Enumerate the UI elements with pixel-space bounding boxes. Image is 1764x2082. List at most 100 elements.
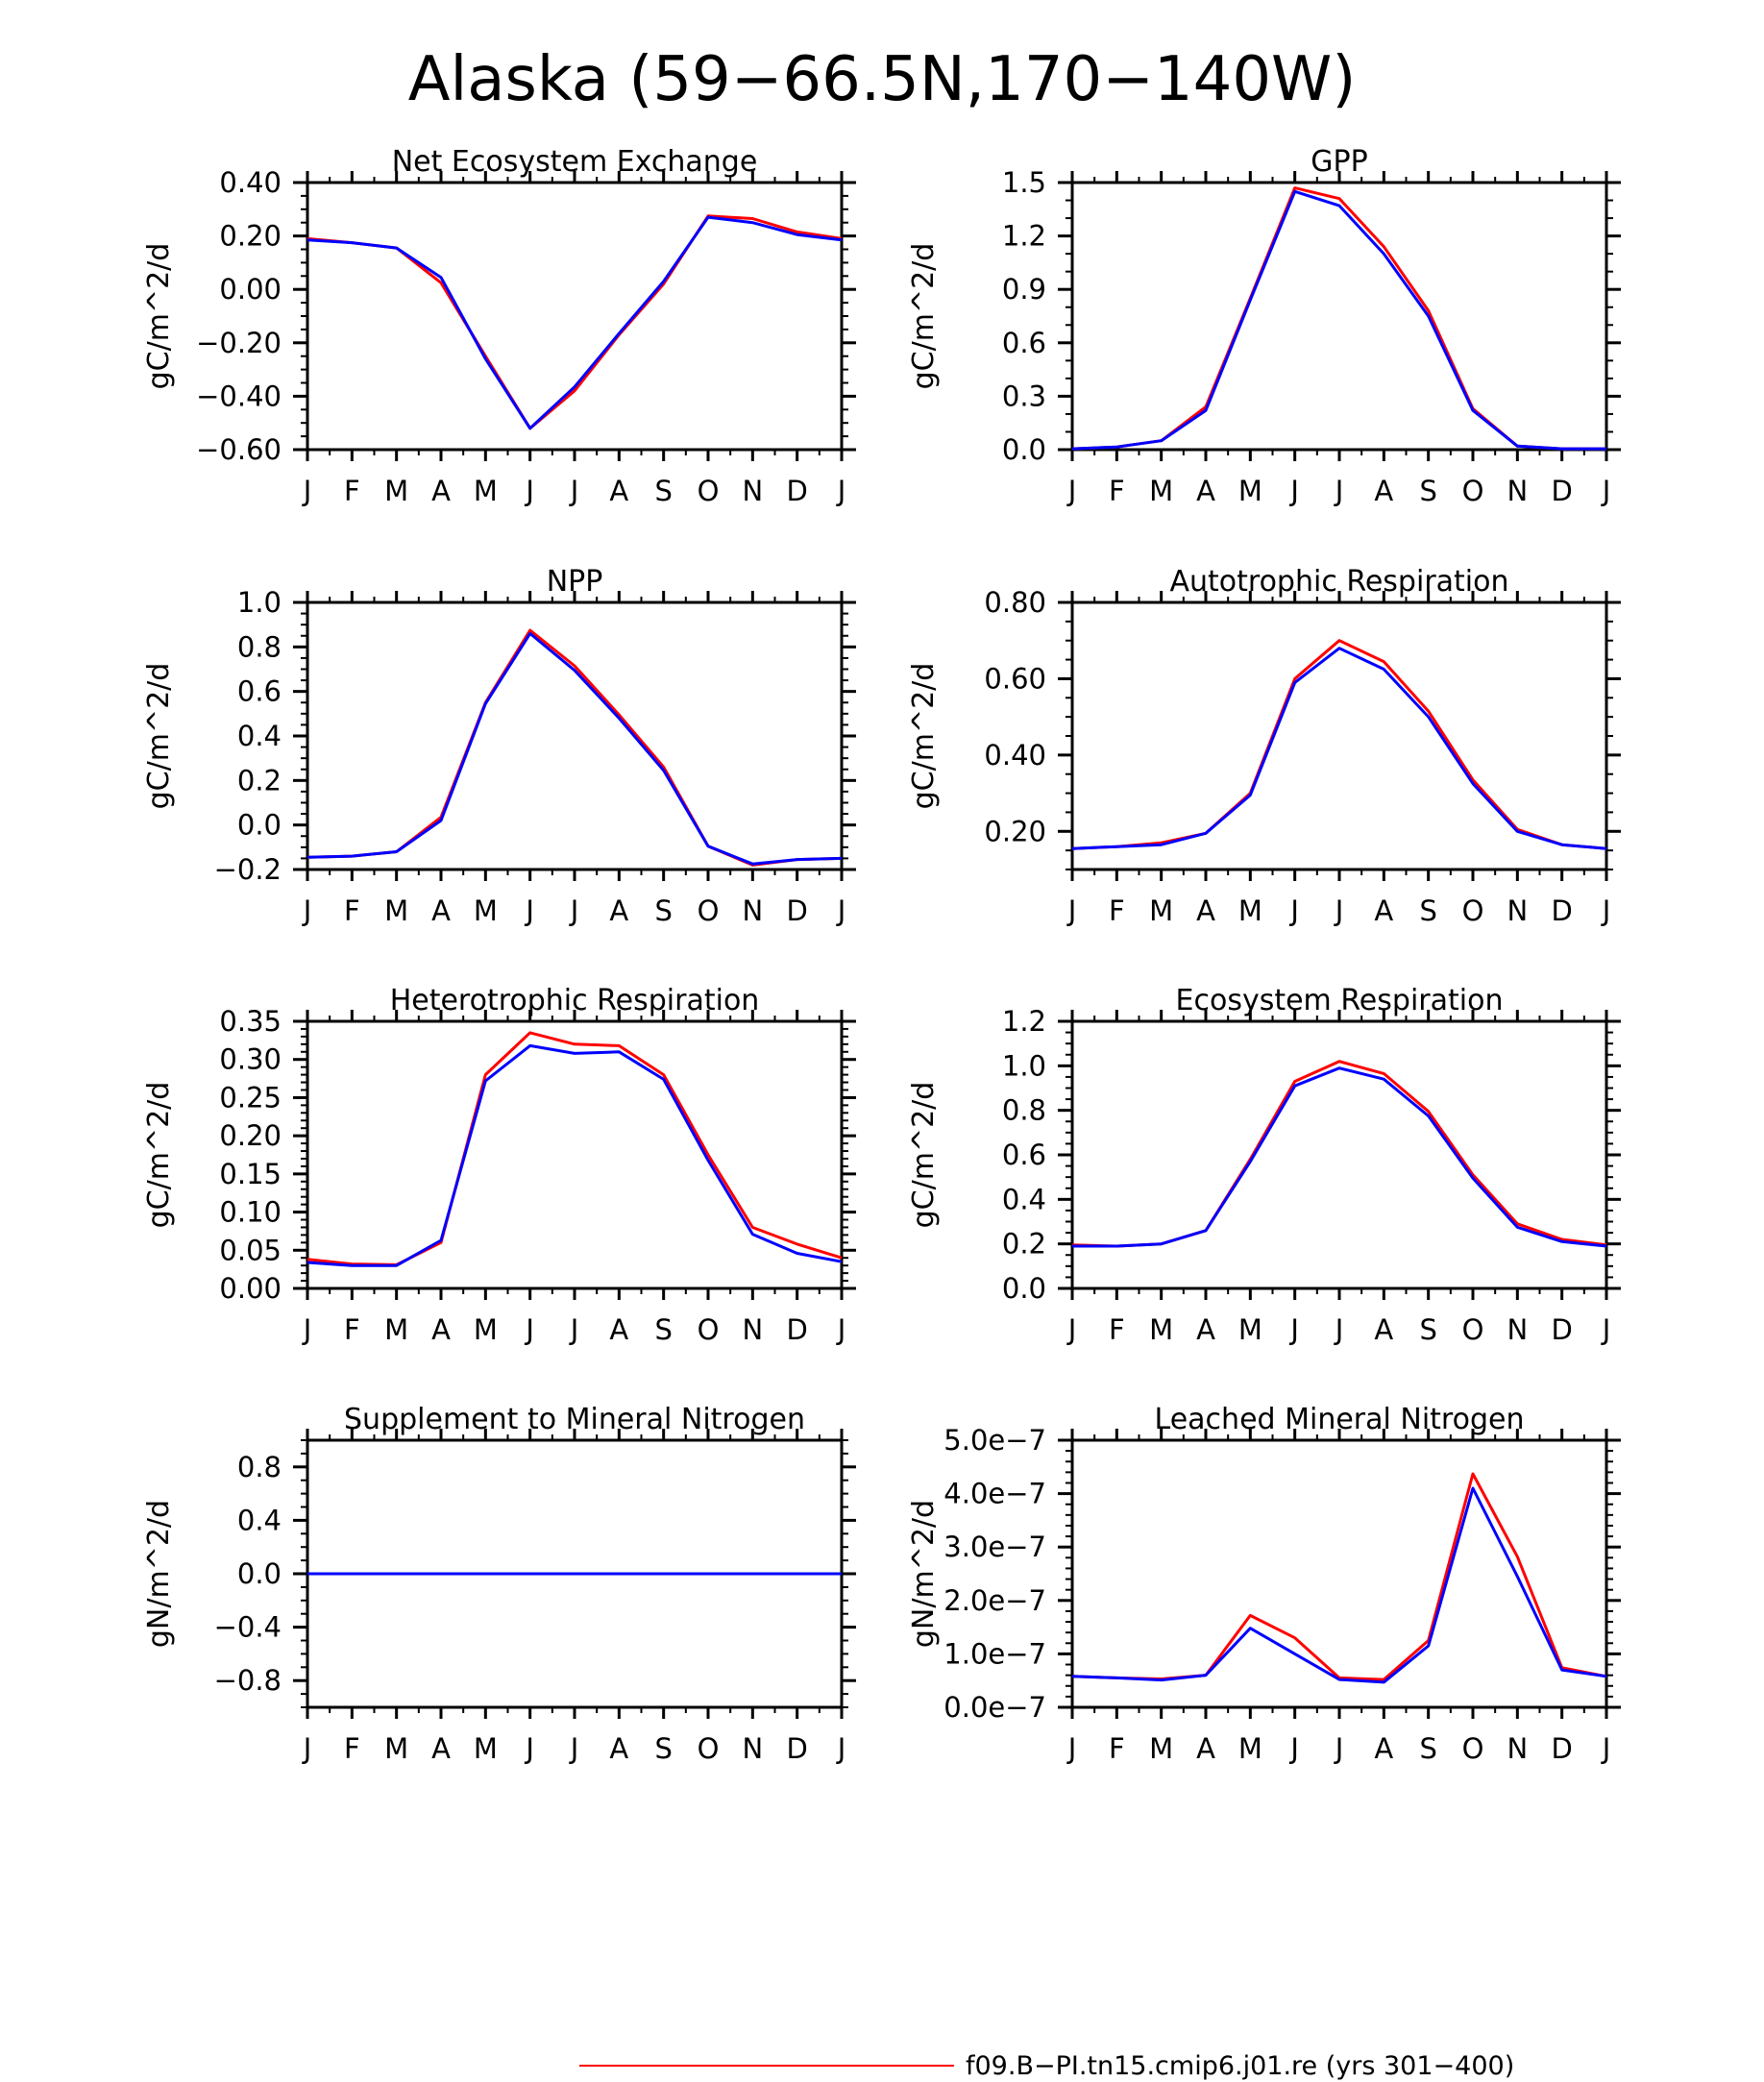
x-tick-label: F [344,1732,360,1765]
x-tick-label: F [1109,1732,1125,1765]
x-tick-label: N [1507,894,1528,927]
x-tick-label: F [344,1313,360,1346]
x-tick-label: J [1334,475,1344,507]
x-tick-label: O [698,1732,720,1765]
x-tick-label: J [1334,894,1344,927]
x-tick-label: J [524,1732,534,1765]
x-tick-label: J [1601,894,1611,927]
y-tick-label: 0.9 [1002,273,1046,306]
x-tick-label: J [1288,894,1299,927]
y-tick-label: 0.0e−7 [943,1691,1046,1724]
y-tick-label: 0.0 [1002,433,1046,466]
y-tick-label: 2.0e−7 [943,1584,1046,1617]
y-tick-label: 0.40 [984,739,1046,772]
y-tick-label: 0.6 [237,675,282,708]
x-tick-label: D [1551,894,1572,927]
x-tick-label: J [1066,894,1077,927]
y-tick-label: −0.4 [214,1611,282,1644]
x-tick-label: J [524,894,534,927]
y-tick-label: 1.5 [1002,166,1046,199]
series-line-2 [1071,1486,1607,1684]
x-tick-label: M [474,894,498,927]
x-tick-label: D [786,1732,807,1765]
x-tick-label: A [1196,894,1215,927]
x-tick-label: J [1066,1732,1077,1765]
series-line-2 [306,631,843,866]
y-tick-label: 1.2 [1002,220,1046,253]
x-tick-label: A [431,894,451,927]
y-tick-label: −0.40 [196,380,282,412]
x-tick-label: F [1109,894,1125,927]
y-axis-label: gC/m^2/d [907,243,941,390]
x-tick-label: M [1238,1732,1262,1765]
y-tick-label: 0.20 [984,815,1046,847]
series-line-2 [1071,647,1607,850]
series-line-2 [1071,189,1606,451]
y-tick-label: 0.25 [219,1081,282,1114]
y-tick-label: 0.40 [219,166,282,199]
y-tick-label: 0.15 [219,1158,282,1190]
y-tick-label: 0.00 [219,273,282,306]
y-tick-label: 0.0 [237,1557,282,1590]
x-tick-label: M [1238,475,1262,507]
y-axis-label: gC/m^2/d [142,243,176,390]
x-tick-label: A [1374,475,1393,507]
plot-frame [306,600,844,871]
x-tick-label: A [1374,1313,1393,1346]
x-tick-label: A [431,475,451,507]
y-axis-label: gC/m^2/d [907,663,941,810]
x-tick-label: A [609,1732,628,1765]
plot-frame [1070,181,1608,452]
plot-frame [1070,600,1608,871]
x-tick-label: J [836,894,846,927]
y-tick-label: 0.80 [984,586,1046,619]
x-tick-label: A [1196,1732,1215,1765]
y-tick-label: 0.35 [219,1005,282,1038]
x-tick-label: S [654,475,672,507]
x-tick-label: O [698,475,720,507]
x-tick-label: M [384,894,408,927]
x-tick-label: A [609,1313,628,1346]
x-tick-label: J [524,475,534,507]
y-tick-label: 1.0 [1002,1049,1046,1082]
x-tick-label: J [302,475,312,507]
x-tick-label: M [474,1313,498,1346]
y-tick-label: 0.0 [237,809,282,842]
y-tick-label: 0.10 [219,1196,282,1229]
x-tick-label: M [384,475,408,507]
x-tick-label: J [1288,475,1299,507]
x-tick-label: A [431,1313,451,1346]
x-tick-label: J [302,1313,312,1346]
x-tick-label: A [1374,894,1393,927]
x-tick-label: N [742,1732,763,1765]
y-tick-label: 0.4 [1002,1183,1046,1215]
y-tick-label: −0.60 [196,433,282,466]
x-tick-label: M [1149,894,1173,927]
y-tick-label: 5.0e−7 [943,1424,1046,1457]
legend-label: f09.B−PI.tn15.cmip6.j01.re (yrs 301−400) [966,2051,1514,2081]
x-tick-label: O [698,1313,720,1346]
y-axis-label: gC/m^2/d [142,663,176,810]
y-tick-label: 0.4 [237,1504,282,1536]
x-tick-label: M [474,1732,498,1765]
y-tick-label: 0.8 [1002,1094,1046,1127]
x-tick-label: J [569,1313,579,1346]
y-tick-label: 0.2 [237,764,282,796]
y-tick-label: 0.30 [219,1043,282,1076]
x-tick-label: F [1109,475,1125,507]
legend: f09.B−PI.tn15.cmip6.j01.re (yrs 301−400) [579,2051,1514,2081]
x-tick-label: M [1149,1313,1173,1346]
x-tick-label: M [384,1732,408,1765]
x-tick-label: O [1462,1313,1484,1346]
x-tick-label: N [742,1313,763,1346]
y-tick-label: 1.0 [237,586,282,619]
